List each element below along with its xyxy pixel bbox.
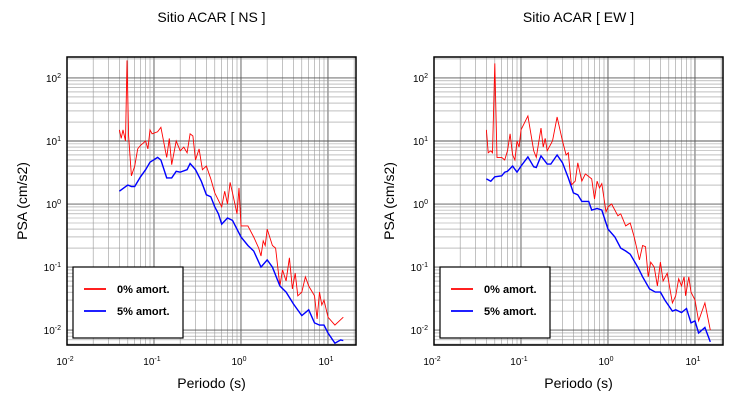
tick-base: 10 xyxy=(44,263,56,274)
chart-title: Sitio ACAR [ EW ] xyxy=(523,9,634,25)
y-tick-label: 101 xyxy=(413,136,428,148)
tick-exponent: 1 xyxy=(57,136,61,143)
plot-frame xyxy=(433,56,724,346)
tick-exponent: -1 xyxy=(422,262,428,269)
tick-base: 10 xyxy=(411,263,423,274)
legend-label: 5% amort. xyxy=(117,306,170,318)
x-tick-label: 100 xyxy=(231,356,246,368)
tick-exponent: 1 xyxy=(330,356,334,363)
tick-exponent: -1 xyxy=(521,356,527,363)
legend-box xyxy=(72,266,184,339)
legend-label: 0% amort. xyxy=(484,284,537,296)
x-axis-label: Periodo (s) xyxy=(177,375,245,391)
tick-exponent: 0 xyxy=(610,356,614,363)
tick-base: 10 xyxy=(46,200,58,211)
tick-exponent: -2 xyxy=(55,325,61,332)
chart-title: Sitio ACAR [ NS ] xyxy=(157,9,265,25)
tick-exponent: 0 xyxy=(424,199,428,206)
y-tick-label: 100 xyxy=(413,199,428,211)
y-tick-label: 100 xyxy=(46,199,61,211)
x-tick-label: 10-1 xyxy=(510,356,527,368)
tick-base: 10 xyxy=(46,74,58,85)
tick-exponent: 1 xyxy=(424,136,428,143)
tick-base: 10 xyxy=(423,357,435,368)
tick-base: 10 xyxy=(56,357,68,368)
x-tick-label: 101 xyxy=(685,356,700,368)
tick-base: 10 xyxy=(411,326,423,337)
legend: 0% amort. 5% amort. xyxy=(439,266,551,339)
y-tick-label: 10-2 xyxy=(44,325,61,337)
legend-label: 5% amort. xyxy=(484,306,537,318)
series-line-5-amort- xyxy=(486,153,711,343)
legend: 0% amort. 5% amort. xyxy=(72,266,184,339)
y-tick-label: 101 xyxy=(46,136,61,148)
tick-base: 10 xyxy=(46,137,58,148)
x-axis-label: Periodo (s) xyxy=(544,375,612,391)
tick-exponent: -2 xyxy=(434,356,440,363)
series-line-0-amort- xyxy=(118,60,344,326)
y-tick-label: 10-2 xyxy=(411,325,428,337)
x-tick-label: 10-2 xyxy=(423,356,440,368)
y-axis-label: PSA (cm/s2) xyxy=(14,162,30,240)
tick-exponent: 2 xyxy=(57,73,61,80)
tick-exponent: -1 xyxy=(154,356,160,363)
y-tick-label: 10-1 xyxy=(411,262,428,274)
y-axis-label: PSA (cm/s2) xyxy=(381,162,397,240)
tick-base: 10 xyxy=(413,200,425,211)
y-tick-label: 10-1 xyxy=(44,262,61,274)
tick-base: 10 xyxy=(413,74,425,85)
plot-frame xyxy=(66,56,357,346)
series-line-0-amort- xyxy=(485,63,711,331)
tick-base: 10 xyxy=(598,357,610,368)
y-tick-label: 102 xyxy=(413,73,428,85)
tick-base: 10 xyxy=(231,357,243,368)
tick-base: 10 xyxy=(318,357,330,368)
tick-exponent: 0 xyxy=(243,356,247,363)
x-tick-label: 101 xyxy=(318,356,333,368)
tick-base: 10 xyxy=(44,326,56,337)
x-tick-label: 10-1 xyxy=(143,356,160,368)
tick-base: 10 xyxy=(413,137,425,148)
series-line-5-amort- xyxy=(118,156,344,345)
tick-exponent: 1 xyxy=(697,356,701,363)
tick-base: 10 xyxy=(685,357,697,368)
tick-exponent: 2 xyxy=(424,73,428,80)
tick-exponent: -2 xyxy=(422,325,428,332)
tick-exponent: -2 xyxy=(67,356,73,363)
tick-exponent: -1 xyxy=(55,262,61,269)
y-tick-label: 102 xyxy=(46,73,61,85)
tick-base: 10 xyxy=(510,357,522,368)
tick-exponent: 0 xyxy=(57,199,61,206)
tick-base: 10 xyxy=(143,357,155,368)
x-tick-label: 10-2 xyxy=(56,356,73,368)
legend-label: 0% amort. xyxy=(117,284,170,296)
x-tick-label: 100 xyxy=(598,356,613,368)
legend-box xyxy=(439,266,551,339)
